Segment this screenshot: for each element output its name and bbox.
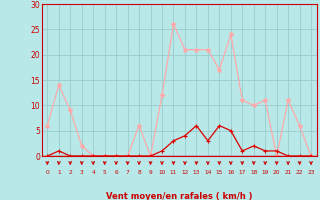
X-axis label: Vent moyen/en rafales ( km/h ): Vent moyen/en rafales ( km/h ) — [106, 192, 252, 200]
